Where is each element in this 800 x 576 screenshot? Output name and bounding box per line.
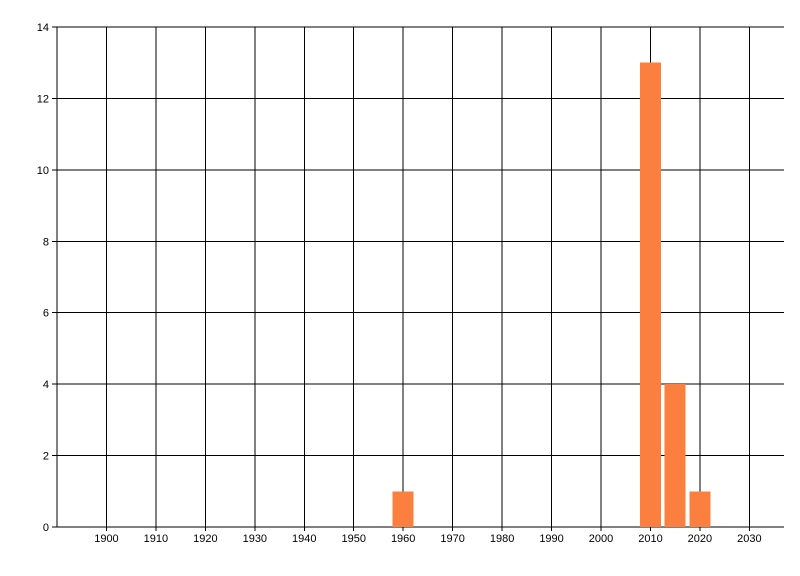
x-tick-label: 1900 bbox=[94, 533, 118, 545]
y-tick-label: 14 bbox=[37, 22, 49, 34]
x-tick-label: 1970 bbox=[440, 533, 464, 545]
x-tick-label: 1940 bbox=[292, 533, 316, 545]
bar-2015 bbox=[664, 384, 686, 527]
x-tick-label: 1980 bbox=[490, 533, 514, 545]
bar-1960 bbox=[392, 491, 414, 527]
y-tick-label: 2 bbox=[43, 451, 49, 463]
x-tick-label: 2010 bbox=[638, 533, 662, 545]
bar-2010 bbox=[639, 62, 661, 527]
x-tick-label: 2020 bbox=[688, 533, 712, 545]
y-tick-label: 6 bbox=[43, 308, 49, 320]
x-tick-label: 1930 bbox=[243, 533, 267, 545]
y-tick-label: 4 bbox=[43, 379, 49, 391]
y-tick-label: 8 bbox=[43, 236, 49, 248]
x-tick-label: 1950 bbox=[341, 533, 365, 545]
x-tick-label: 1910 bbox=[144, 533, 168, 545]
x-tick-label: 2030 bbox=[737, 533, 761, 545]
y-tick-label: 10 bbox=[37, 165, 49, 177]
x-tick-label: 1920 bbox=[193, 533, 217, 545]
bar-2020 bbox=[689, 491, 711, 527]
y-tick-label: 0 bbox=[43, 522, 49, 534]
x-tick-label: 1960 bbox=[391, 533, 415, 545]
x-tick-label: 2000 bbox=[589, 533, 613, 545]
y-tick-label: 12 bbox=[37, 93, 49, 105]
x-tick-label: 1990 bbox=[539, 533, 563, 545]
